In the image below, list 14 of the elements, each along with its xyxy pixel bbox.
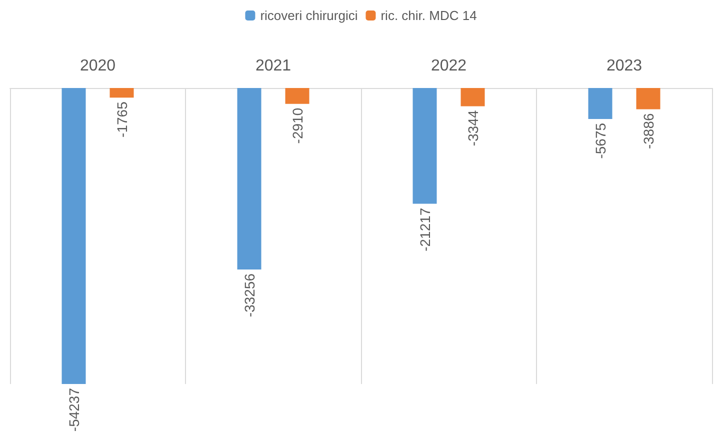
- x-tick-label: 2022: [430, 58, 467, 74]
- x-tick-label: 2023: [606, 58, 642, 74]
- data-label: -33256: [241, 273, 258, 318]
- data-label: -2910: [289, 108, 306, 144]
- data-label: -21217: [416, 208, 433, 252]
- data-label: -3886: [640, 113, 656, 150]
- data-label: -5675: [592, 122, 608, 159]
- data-label: -3344: [464, 110, 481, 146]
- x-tick-label: 2020: [80, 58, 116, 74]
- legend-label: ricoveri chirurgici: [260, 8, 358, 23]
- legend-label: ric. chir. MDC 14: [380, 8, 477, 23]
- data-label: -54237: [66, 388, 82, 432]
- data-label: -1765: [114, 101, 130, 138]
- x-tick-label: 2021: [255, 58, 292, 74]
